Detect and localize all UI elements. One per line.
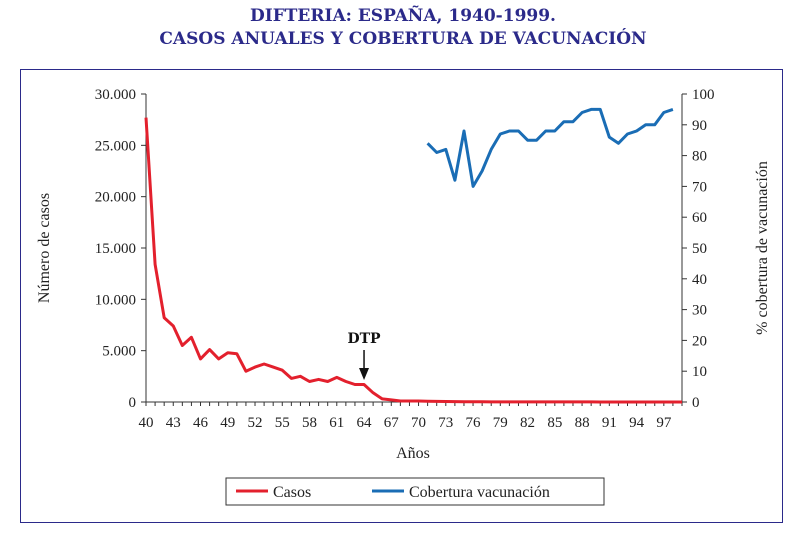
x-tick-label: 40 bbox=[139, 415, 154, 431]
x-tick-label: 88 bbox=[575, 415, 590, 431]
y2-tick-label: 30 bbox=[692, 303, 707, 319]
y2-tick-label: 40 bbox=[692, 272, 707, 288]
y2-tick-label: 70 bbox=[692, 179, 707, 195]
y-tick-label: 10.000 bbox=[95, 292, 136, 308]
x-axis-label: Años bbox=[396, 445, 430, 462]
chart-title: DIFTERIA: ESPAÑA, 1940-1999. bbox=[250, 6, 556, 26]
legend-box bbox=[225, 477, 605, 506]
x-tick-label: 97 bbox=[656, 415, 672, 431]
legend-label-casos: Casos bbox=[273, 484, 311, 501]
y2-tick-label: 100 bbox=[692, 87, 715, 103]
x-tick-label: 67 bbox=[384, 415, 400, 431]
x-tick-label: 85 bbox=[547, 415, 562, 431]
x-tick-label: 76 bbox=[466, 415, 482, 431]
chart-subtitle: CASOS ANUALES Y COBERTURA DE VACUNACIÓN bbox=[159, 29, 647, 49]
y2-axis-label: % cobertura de vacunación bbox=[754, 161, 771, 335]
x-tick-label: 58 bbox=[302, 415, 317, 431]
x-tick-label: 73 bbox=[438, 415, 453, 431]
y-axis-label: Número de casos bbox=[36, 193, 53, 303]
x-tick-label: 79 bbox=[493, 415, 508, 431]
x-tick-label: 46 bbox=[193, 415, 209, 431]
chart-marks bbox=[144, 107, 682, 404]
y2-tick-label: 80 bbox=[692, 149, 707, 165]
x-tick-label: 61 bbox=[329, 415, 344, 431]
y2-tick-label: 0 bbox=[692, 395, 700, 411]
y-tick-label: 15.000 bbox=[95, 241, 136, 257]
x-tick-label: 94 bbox=[629, 415, 645, 431]
chart-axes: 0 5.000 10.000 15.000 20.000 25.000 30.000 0 10 2… bbox=[95, 87, 715, 431]
x-tick-label: 43 bbox=[166, 415, 181, 431]
y2-tick-label: 20 bbox=[692, 333, 707, 349]
y-tick-label: 0 bbox=[129, 395, 137, 411]
legend-label-cobertura: Cobertura vacunación bbox=[409, 484, 550, 501]
y-tick-label: 20.000 bbox=[95, 190, 136, 206]
x-tick-label: 64 bbox=[357, 415, 373, 431]
chart-legend: Casos Cobertura vacunación bbox=[225, 477, 605, 506]
x-tick-label: 52 bbox=[248, 415, 263, 431]
series-line-casos bbox=[144, 117, 682, 404]
y2-tick-label: 10 bbox=[692, 364, 707, 380]
x-tick-label: 49 bbox=[220, 415, 235, 431]
x-tick-label: 91 bbox=[602, 415, 617, 431]
x-tick-label: 55 bbox=[275, 415, 290, 431]
y2-tick-label: 50 bbox=[692, 241, 707, 257]
y-tick-label: 25.000 bbox=[95, 138, 136, 154]
y-tick-label: 30.000 bbox=[95, 87, 136, 103]
series-line-cobertura bbox=[426, 107, 674, 188]
y2-tick-label: 60 bbox=[692, 210, 707, 226]
y2-tick-label: 90 bbox=[692, 118, 707, 134]
x-tick-label: 82 bbox=[520, 415, 535, 431]
y-tick-label: 5.000 bbox=[102, 344, 136, 360]
dtp-arrow-head bbox=[359, 368, 370, 380]
x-tick-label: 70 bbox=[411, 415, 426, 431]
dtp-annotation: DTP bbox=[347, 331, 381, 347]
chart-frame bbox=[20, 69, 783, 523]
